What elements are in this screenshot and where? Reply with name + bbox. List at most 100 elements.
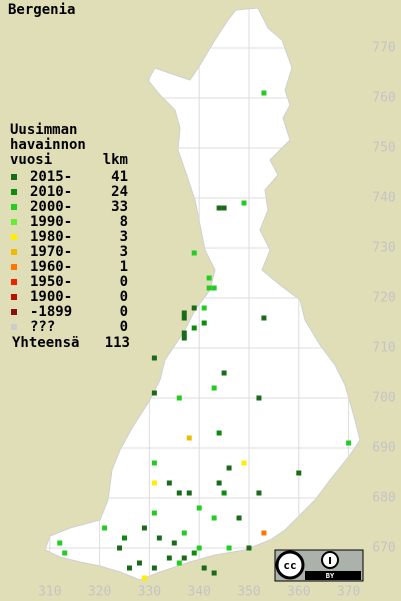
legend-count: 0	[120, 289, 128, 305]
legend-label: 1990-	[30, 214, 72, 230]
observations	[57, 90, 352, 581]
y-tick-label: 710	[372, 341, 395, 356]
x-tick-label: 310	[38, 585, 61, 600]
legend-swatch	[11, 294, 17, 300]
y-tick-label: 670	[372, 541, 395, 556]
legend-label: ???	[30, 319, 55, 335]
observation	[117, 545, 123, 551]
observation	[221, 205, 227, 211]
observation	[256, 490, 262, 496]
legend-label: 1960-	[30, 259, 72, 275]
observation	[191, 325, 197, 331]
observation	[151, 390, 157, 396]
legend-count: 1	[120, 259, 128, 275]
observation	[196, 545, 202, 551]
observation	[57, 540, 63, 546]
legend-swatch	[11, 219, 17, 225]
observation	[246, 545, 252, 551]
observation	[171, 540, 177, 546]
legend-label: 1970-	[30, 244, 72, 260]
y-tick-label: 770	[372, 41, 395, 56]
observation	[211, 515, 217, 521]
observation	[151, 480, 157, 486]
total-label: Yhteensä	[12, 335, 79, 351]
x-tick-label: 330	[138, 585, 161, 600]
observation	[126, 565, 132, 571]
observation	[156, 535, 162, 541]
legend-count: 0	[120, 304, 128, 320]
count-header: lkm	[103, 152, 128, 168]
x-tick-label: 360	[287, 585, 310, 600]
observation	[151, 510, 157, 516]
x-tick-label: 320	[88, 585, 111, 600]
license-text: BY	[326, 572, 335, 580]
legend-count: 41	[111, 169, 128, 185]
legend-title: havainnon	[10, 137, 86, 153]
observation	[102, 525, 108, 531]
y-tick-label: 730	[372, 241, 395, 256]
observation	[191, 250, 197, 256]
observation	[216, 430, 222, 436]
legend-label: 2000-	[30, 199, 72, 215]
observation	[241, 200, 247, 206]
legend-swatch	[11, 309, 17, 315]
legend-label: 1980-	[30, 229, 72, 245]
observation	[241, 460, 247, 466]
observation	[151, 460, 157, 466]
legend-title: Uusimman	[10, 122, 77, 138]
observation	[181, 310, 187, 316]
observation	[261, 90, 267, 96]
license-badge: cc BY	[274, 549, 364, 582]
observation	[181, 315, 187, 321]
observation	[181, 335, 187, 341]
observation	[216, 480, 222, 486]
legend-label: -1899	[30, 304, 72, 320]
observation	[176, 560, 182, 566]
y-tick-label: 690	[372, 441, 395, 456]
observation	[141, 575, 147, 581]
legend-count: 0	[120, 274, 128, 290]
observation	[122, 535, 127, 541]
legend-swatch	[11, 324, 17, 330]
observation	[186, 435, 192, 441]
observation	[136, 560, 142, 566]
observation	[191, 550, 197, 556]
legend-label: 2015-	[30, 169, 72, 185]
legend-swatch	[11, 174, 17, 180]
observation	[201, 305, 207, 311]
observation	[211, 285, 217, 291]
y-tick-label: 720	[372, 291, 395, 306]
observation	[176, 490, 182, 496]
legend-count: 24	[111, 184, 128, 200]
x-tick-label: 340	[187, 585, 210, 600]
legend-count: 3	[120, 229, 128, 245]
title: Bergenia	[8, 2, 75, 18]
observation	[261, 530, 267, 536]
observation	[346, 440, 352, 446]
observation	[296, 470, 302, 476]
legend-swatch	[11, 264, 17, 270]
y-tick-label: 760	[372, 91, 395, 106]
legend-swatch	[11, 234, 17, 240]
observation	[206, 275, 212, 281]
y-tick-label: 680	[372, 491, 395, 506]
observation	[261, 315, 267, 321]
legend-swatch	[11, 249, 17, 255]
observation	[186, 490, 192, 496]
badge-strip	[305, 571, 361, 580]
observation	[211, 385, 217, 391]
land	[44, 7, 361, 581]
legend-title: vuosi	[10, 152, 52, 168]
observation	[201, 565, 207, 571]
observation	[196, 505, 202, 511]
observation	[201, 320, 207, 326]
observation	[141, 525, 147, 531]
total: 113	[105, 335, 130, 351]
y-tick-label: 750	[372, 141, 395, 156]
observation	[226, 465, 232, 471]
observation	[151, 355, 157, 361]
legend-count: 33	[111, 199, 128, 215]
x-tick-label: 350	[237, 585, 260, 600]
legend-label: 2010-	[30, 184, 72, 200]
